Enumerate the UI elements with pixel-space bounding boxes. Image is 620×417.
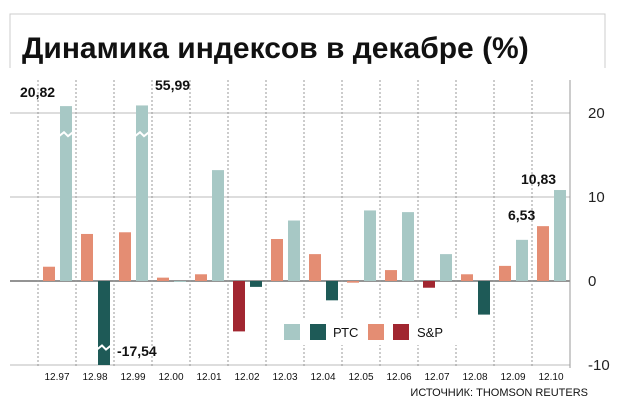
bar-12.09-0 [516, 239, 528, 281]
x-tick-label: 12.01 [196, 372, 221, 383]
x-tick-label: 12.08 [462, 372, 487, 383]
bar-12.04-2 [309, 254, 321, 281]
bar-12.10-2 [537, 226, 549, 281]
bar-12.05-0 [364, 210, 376, 281]
x-tick-label: 12.99 [120, 372, 145, 383]
y-tick-label: -10 [588, 357, 610, 374]
x-tick-label: 12.10 [538, 372, 563, 383]
bar-12.05-2 [347, 281, 359, 283]
bar-12.97-2 [43, 266, 55, 281]
bar-12.01-2 [195, 274, 207, 281]
bar-12.98-1 [98, 281, 110, 365]
break-mark [58, 130, 74, 138]
data-label: 6,53 [508, 207, 535, 223]
title-box [9, 13, 606, 68]
bar-12.01-0 [212, 170, 224, 281]
bar-12.10-0 [554, 190, 566, 281]
bar-12.04-1 [326, 281, 338, 301]
bar-12.03-2 [271, 239, 283, 281]
source-note: ИСТОЧНИК: THOMSON REUTERS [410, 387, 588, 399]
bar-12.03-0 [288, 220, 300, 281]
bar-12.06-2 [385, 270, 397, 281]
legend-swatch-rts-light [284, 324, 300, 340]
y-tick-label: 10 [588, 189, 605, 206]
x-tick-label: 12.02 [234, 372, 259, 383]
data-label: -17,54 [117, 343, 157, 359]
x-tick-label: 12.06 [386, 372, 411, 383]
bar-12.06-0 [402, 212, 414, 281]
break-mark [134, 130, 150, 138]
bar-12.02-3 [233, 281, 245, 332]
bar-12.09-2 [499, 265, 511, 281]
data-label: 20,82 [20, 84, 55, 100]
bar-12.08-1 [478, 281, 490, 315]
legend-swatch-rts-dark [310, 324, 326, 340]
bar-12.97-0 [60, 106, 72, 281]
data-labels: 20,82 -17,54 55,99 6,53 10,83 [20, 77, 556, 359]
x-axis: 12.97 12.98 12.99 12.00 12.01 12.02 12.03 12.04… [44, 372, 563, 383]
bar-12.08-2 [461, 274, 473, 281]
x-tick-label: 12.07 [424, 372, 449, 383]
x-tick-label: 12.09 [500, 372, 525, 383]
bar-12.99-2 [119, 232, 131, 281]
data-label: 55,99 [155, 77, 190, 93]
bar-12.00-2 [157, 277, 169, 281]
y-axis: 20 10 0 -10 [588, 105, 610, 374]
bar-12.00-0 [174, 281, 186, 282]
bar-12.07-0 [440, 254, 452, 281]
bar-12.99-0 [136, 105, 148, 281]
legend: РТС S&P [280, 319, 470, 345]
legend-label-sp: S&P [417, 325, 443, 340]
y-tick-label: 20 [588, 105, 605, 122]
bars [43, 105, 566, 365]
y-tick-label: 0 [588, 273, 596, 290]
x-tick-label: 12.98 [82, 372, 107, 383]
data-label: 10,83 [521, 171, 556, 187]
legend-swatch-sp-light [368, 324, 384, 340]
x-tick-label: 12.04 [310, 372, 335, 383]
x-tick-label: 12.03 [272, 372, 297, 383]
bar-12.02-1 [250, 281, 262, 287]
legend-label-rts: РТС [333, 325, 358, 340]
bar-12.07-3 [423, 281, 435, 288]
x-tick-label: 12.97 [44, 372, 69, 383]
bar-12.98-2 [81, 233, 93, 281]
chart-title: Динамика индексов в декабре (%) [22, 32, 529, 65]
legend-swatch-sp-dark [393, 324, 409, 340]
x-tick-label: 12.00 [158, 372, 183, 383]
break-mark [96, 344, 112, 351]
x-tick-label: 12.05 [348, 372, 373, 383]
grid [10, 80, 571, 368]
